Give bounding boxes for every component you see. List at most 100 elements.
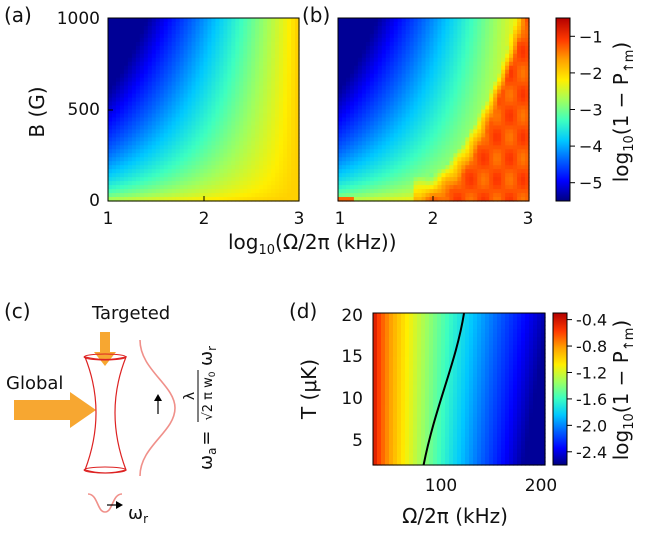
heatmap-d-cell	[413, 349, 418, 354]
heatmap-d-cell	[381, 349, 386, 354]
heatmap-b-cell	[509, 137, 514, 142]
heatmap-d-cell	[421, 437, 426, 442]
heatmap-a-cell	[187, 49, 193, 55]
heatmap-b-cell	[365, 77, 371, 83]
heatmap-a-cell	[275, 45, 280, 51]
heatmap-a-cell	[223, 21, 228, 27]
heatmap-d-cell	[393, 461, 398, 466]
heatmap-a-cell	[163, 81, 169, 87]
heatmap-b-cell	[381, 161, 387, 166]
heatmap-d-cell	[405, 405, 410, 410]
heatmap-b-cell	[409, 33, 415, 39]
heatmap-a-cell	[279, 153, 284, 158]
heatmap-b-cell	[373, 197, 379, 202]
heatmap-a-cell	[131, 117, 137, 123]
heatmap-b-cell	[489, 153, 494, 158]
heatmap-d-cell	[397, 349, 402, 354]
heatmap-a-cell	[171, 45, 177, 51]
heatmap-b-cell	[505, 113, 510, 119]
heatmap-b-cell	[405, 117, 411, 123]
heatmap-b-cell	[509, 189, 514, 194]
heatmap-a-cell	[223, 141, 228, 146]
heatmap-b-cell	[429, 153, 435, 158]
heatmap-a-cell	[115, 113, 121, 119]
heatmap-b-cell	[485, 49, 490, 55]
heatmap-a-cell	[203, 69, 209, 75]
heatmap-a-cell	[215, 177, 221, 182]
heatmap-a-cell	[131, 25, 137, 31]
heatmap-b-cell	[377, 161, 383, 166]
heatmap-b-cell	[357, 129, 363, 134]
heatmap-a-cell	[219, 177, 224, 182]
heatmap-b-cell	[417, 197, 423, 202]
heatmap-a-cell	[287, 189, 292, 194]
heatmap-d-cell	[393, 429, 398, 434]
heatmap-a-cell	[167, 193, 173, 198]
heatmap-b-cell	[349, 145, 355, 150]
heatmap-b-cell	[429, 145, 435, 150]
heatmap-a-cell	[171, 177, 177, 182]
heatmap-b-cell	[421, 109, 427, 115]
heatmap-a-cell	[287, 105, 292, 111]
heatmap-b-cell	[509, 41, 514, 47]
heatmap-a-cell	[231, 45, 236, 51]
heatmap-a-cell	[239, 149, 244, 154]
heatmap-a-cell	[151, 109, 157, 115]
heatmap-b-cell	[377, 169, 383, 174]
heatmap-a-cell	[199, 81, 205, 87]
heatmap-b-cell	[373, 18, 379, 23]
heatmap-a-cell	[115, 49, 121, 55]
heatmap-b-cell	[461, 117, 466, 123]
heatmap-a-cell	[235, 18, 240, 23]
heatmap-a-cell	[155, 125, 161, 130]
heatmap-a-cell	[131, 141, 137, 146]
heatmap-a-cell	[111, 173, 117, 178]
heatmap-b-cell	[501, 21, 506, 27]
heatmap-b-cell	[421, 37, 427, 43]
heatmap-a-cell	[175, 37, 181, 43]
heatmap-a-cell	[115, 53, 121, 59]
heatmap-a-cell	[195, 61, 201, 67]
heatmap-a-cell	[199, 117, 205, 123]
heatmap-b-cell	[437, 41, 443, 47]
heatmap-a-cell	[191, 137, 197, 142]
heatmap-a-cell	[131, 165, 137, 170]
heatmap-b-cell	[509, 117, 514, 123]
heatmap-a-cell	[139, 197, 145, 202]
heatmap-a-cell	[191, 61, 197, 67]
heatmap-b-cell	[465, 113, 470, 119]
heatmap-a-cell	[231, 18, 236, 23]
heatmap-a-cell	[219, 45, 224, 51]
heatmap-d-cell	[405, 377, 410, 382]
heatmap-b-cell	[405, 149, 411, 154]
heatmap-a-cell	[167, 97, 173, 103]
heatmap-a-cell	[203, 137, 209, 142]
heatmap-a-cell	[203, 153, 209, 158]
heatmap-b-cell	[393, 101, 399, 107]
heatmap-a-cell	[199, 89, 205, 95]
heatmap-b-cell	[437, 197, 443, 202]
heatmap-a-cell	[151, 165, 157, 170]
heatmap-a-cell	[291, 101, 296, 107]
heatmap-a-cell	[179, 157, 185, 162]
heatmap-b-cell	[385, 21, 391, 27]
heatmap-a-cell	[127, 45, 133, 51]
heatmap-d-cell	[389, 365, 394, 370]
heatmap-a-cell	[143, 117, 149, 123]
heatmap-a-cell	[147, 109, 153, 115]
heatmap-b-cell	[521, 169, 526, 174]
heatmap-b-cell	[493, 169, 498, 174]
a-xtick-2: 2	[199, 209, 210, 229]
heatmap-d-cell	[401, 321, 406, 326]
heatmap-d-cell	[409, 341, 414, 346]
formula-denominator: √2 π w0	[201, 371, 218, 420]
heatmap-a-cell	[283, 173, 288, 178]
heatmap-b-cell	[345, 53, 351, 59]
heatmap-a-cell	[219, 85, 224, 91]
heatmap-b-cell	[425, 117, 431, 123]
heatmap-b-cell	[433, 105, 439, 111]
heatmap-a-cell	[179, 25, 185, 31]
heatmap-a-cell	[211, 117, 217, 123]
heatmap-b-cell	[353, 89, 359, 95]
heatmap-a-cell	[291, 85, 296, 91]
